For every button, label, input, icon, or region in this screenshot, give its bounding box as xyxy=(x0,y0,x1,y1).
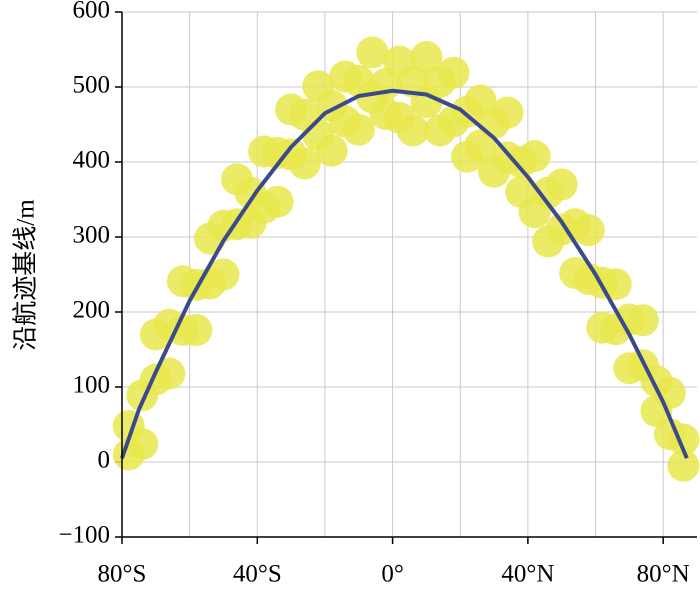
point xyxy=(180,314,213,346)
point xyxy=(315,134,348,167)
y-axis-title: 沿航迹基线/m xyxy=(12,199,40,351)
x-tick-label: 80°S xyxy=(98,561,147,588)
point xyxy=(667,449,700,482)
point xyxy=(626,304,659,337)
point xyxy=(545,168,578,201)
point xyxy=(288,147,321,180)
point xyxy=(153,357,186,390)
point xyxy=(491,96,524,129)
x-tick-label: 40°S xyxy=(233,561,282,588)
y-tick-label: 300 xyxy=(73,222,111,249)
y-tick-label: 100 xyxy=(73,372,111,399)
x-tick-label: 0° xyxy=(381,561,404,588)
y-tick-label: 600 xyxy=(73,0,111,24)
x-tick-label: 80°N xyxy=(637,561,690,588)
y-tick-label: 400 xyxy=(73,147,111,174)
line xyxy=(120,88,689,460)
point xyxy=(126,428,159,460)
point xyxy=(207,258,240,291)
y-tick-label: −100 xyxy=(58,522,110,549)
y-tick-label: 0 xyxy=(98,447,111,474)
point xyxy=(518,140,551,172)
point xyxy=(396,114,429,147)
point xyxy=(572,214,605,247)
point xyxy=(356,36,389,69)
y-tick-label: 200 xyxy=(73,297,111,324)
point xyxy=(342,113,375,146)
point xyxy=(261,185,294,218)
y-tick-label: 500 xyxy=(73,72,111,99)
point xyxy=(437,56,470,89)
point xyxy=(410,41,443,73)
x-tick-label: 40°N xyxy=(501,561,554,588)
point xyxy=(599,268,632,301)
